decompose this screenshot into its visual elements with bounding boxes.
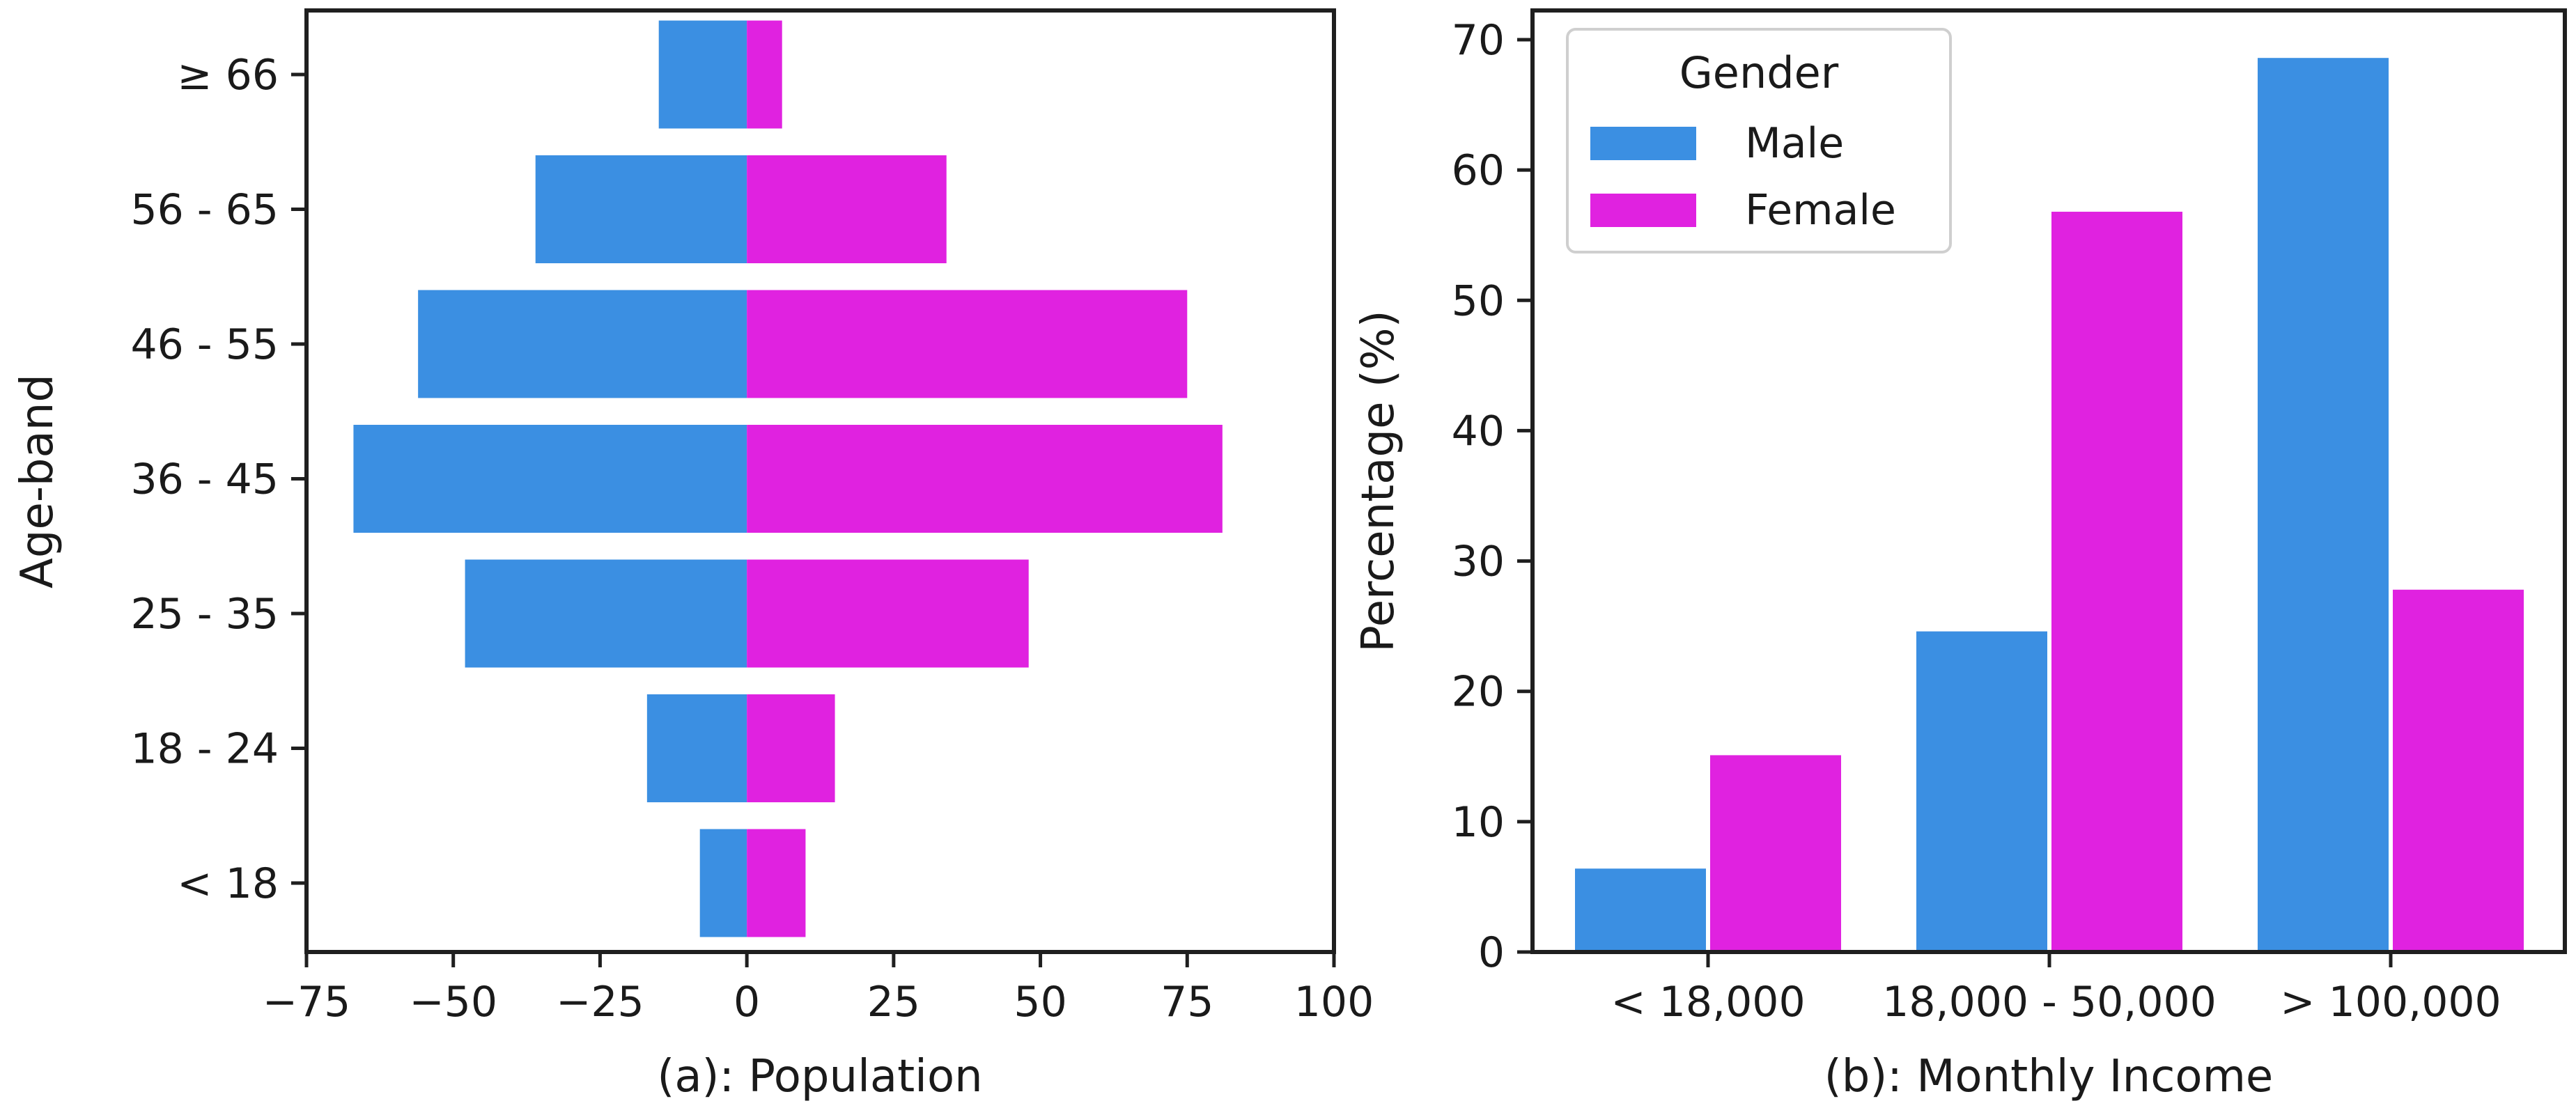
population-bar-male-4: [418, 290, 747, 398]
population-y-tick-label-5: 56 - 65: [131, 186, 279, 235]
population-bar-male-1: [646, 694, 747, 802]
population-x-tick-label-2: −25: [556, 978, 644, 1027]
population-y-tick-label-2: 25 - 35: [131, 590, 279, 639]
population-plot-frame: [304, 8, 1336, 954]
population-bar-male-5: [535, 155, 747, 263]
income-x-tick-label-0: < 18,000: [1611, 978, 1805, 1027]
population-y-tick-label-4: 46 - 55: [131, 320, 279, 369]
income-bar-female-1: [2051, 212, 2182, 952]
population-axis-ticks: −75 −50 −25 0 25 50 75 100 < 18 18 - 24 25 - 35 36 …: [131, 51, 1374, 1027]
income-axis-ticks: < 18,000 18,000 - 50,000 > 100,000 0 10 20 30 4…: [1452, 16, 2501, 1027]
income-y-tick-label-5: 50: [1452, 276, 1505, 325]
population-x-tick-label-1: −50: [409, 978, 497, 1027]
income-y-axis-label: Percentage (%): [1353, 310, 1404, 652]
population-x-tick-label-7: 100: [1294, 978, 1374, 1027]
income-y-tick-label-4: 40: [1452, 407, 1505, 455]
population-bar-male-0: [699, 829, 747, 937]
income-bar-male-0: [1575, 868, 1706, 952]
income-bar-male-2: [2258, 58, 2389, 953]
legend-label-female: Female: [1745, 186, 1896, 235]
income-y-tick-label-6: 60: [1452, 146, 1505, 195]
population-bar-male-6: [658, 20, 747, 129]
income-y-tick-label-0: 0: [1478, 928, 1505, 977]
population-x-tick-label-5: 50: [1014, 978, 1066, 1027]
income-x-tick-label-1: 18,000 - 50,000: [1882, 978, 2217, 1027]
gender-legend: Gender Male Female: [1566, 28, 1952, 253]
population-pyramid-chart: −75 −50 −25 0 25 50 75 100 < 18 18 - 24 25 - 35 36 …: [12, 8, 1374, 1102]
legend-title: Gender: [1679, 47, 1839, 98]
population-bar-female-0: [747, 829, 806, 937]
income-x-axis-label: (b): Monthly Income: [1824, 1051, 2274, 1102]
population-y-tick-label-1: 18 - 24: [131, 725, 279, 774]
income-bars: [1575, 58, 2524, 953]
population-x-tick-label-0: −75: [263, 978, 351, 1027]
population-y-tick-label-3: 36 - 45: [131, 455, 279, 504]
income-bar-female-2: [2393, 589, 2524, 952]
legend-swatch-male: [1590, 127, 1696, 160]
population-bar-female-5: [747, 155, 947, 263]
population-bar-female-2: [747, 559, 1029, 668]
population-bar-male-3: [353, 425, 747, 533]
income-x-tick-label-2: > 100,000: [2280, 978, 2501, 1027]
population-y-tick-label-6: ≥ 66: [177, 51, 279, 100]
income-bar-chart: < 18,000 18,000 - 50,000 > 100,000 0 10 20 30 4…: [1353, 8, 2567, 1102]
population-y-axis-label: Age-band: [12, 374, 63, 588]
legend-label-male: Male: [1745, 119, 1844, 168]
population-y-tick-label-0: < 18: [177, 859, 279, 908]
income-y-tick-label-3: 30: [1452, 538, 1505, 586]
population-bar-female-6: [747, 20, 782, 129]
legend-swatch-female: [1590, 194, 1696, 227]
population-bar-female-3: [747, 425, 1223, 533]
income-bar-male-1: [1916, 631, 2047, 952]
population-x-tick-label-3: 0: [734, 978, 760, 1027]
population-bar-female-4: [747, 290, 1188, 398]
income-y-tick-label-1: 10: [1452, 798, 1505, 847]
population-bar-female-1: [747, 694, 835, 802]
population-x-tick-label-6: 75: [1161, 978, 1213, 1027]
population-bar-male-2: [465, 559, 747, 668]
income-y-tick-label-7: 70: [1452, 16, 1505, 65]
income-y-tick-label-2: 20: [1452, 668, 1505, 717]
income-bar-female-0: [1710, 755, 1841, 952]
population-x-axis-label: (a): Population: [657, 1051, 982, 1102]
population-x-tick-label-4: 25: [867, 978, 920, 1027]
population-bars: [353, 20, 1223, 937]
